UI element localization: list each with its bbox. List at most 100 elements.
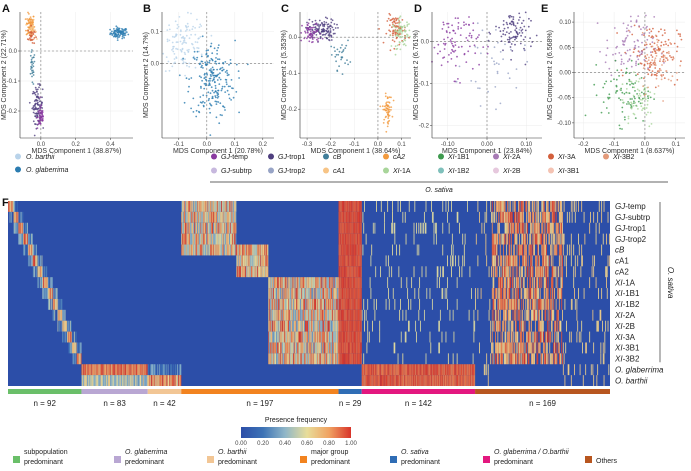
point-XI-2A <box>596 22 599 24</box>
heatmap-cell <box>210 222 212 234</box>
heatmap-cell <box>331 342 333 354</box>
heatmap-cell <box>220 233 222 245</box>
heatmap-cell <box>43 277 44 289</box>
legend-label: O. barthii <box>26 154 55 161</box>
heatmap-cell <box>332 298 333 310</box>
heatmap-cell <box>319 288 321 299</box>
point-glaberrima <box>200 66 203 69</box>
heatmap-cell <box>250 255 252 267</box>
point-GJ-trop1 <box>28 101 31 104</box>
point-GJ-temp <box>313 30 316 33</box>
x-axis-title: MDS Component 1 (23.84%) <box>442 148 532 155</box>
heatmap-cell <box>508 331 510 343</box>
heatmap-cell <box>475 288 476 299</box>
point-glaberrima <box>201 35 204 38</box>
heatmap-cell <box>117 364 119 376</box>
heatmap-cell <box>522 320 524 332</box>
heatmap-cell <box>51 288 52 299</box>
heatmap-cell <box>345 331 347 343</box>
point-XI-1A <box>637 95 640 97</box>
heatmap-cell <box>499 201 501 212</box>
point-XI-1B1 <box>634 90 636 92</box>
heatmap-cell <box>354 331 356 343</box>
point-glaberrima <box>214 87 217 90</box>
point-XI-3A <box>395 19 398 22</box>
heatmap-cell <box>282 298 284 310</box>
point-glaberrima <box>217 44 220 46</box>
heatmap-cell <box>524 255 526 267</box>
point-GJ-temp <box>478 34 480 36</box>
heatmap-cell <box>359 255 361 267</box>
heatmap-cell <box>360 233 362 245</box>
heatmap-cell <box>46 288 48 299</box>
y-tick-label: 0.0 <box>289 35 298 41</box>
legend-swatch <box>15 166 21 173</box>
heatmap-cell <box>418 364 420 376</box>
heatmap-cell <box>98 364 100 376</box>
heatmap-cell <box>414 201 416 212</box>
heatmap-cell <box>489 298 491 310</box>
heatmap-cell <box>213 233 215 245</box>
point-XI-3A <box>394 22 397 25</box>
y-tick-label: -0.10 <box>557 121 571 127</box>
heatmap-cell <box>347 309 349 321</box>
point-glaberrima <box>123 36 125 39</box>
point-XI-3A <box>643 64 646 67</box>
heatmap-cell <box>303 320 305 332</box>
heatmap-cell <box>210 211 211 223</box>
point-GJ-trop1 <box>36 114 38 117</box>
heatmap-cell <box>419 375 421 386</box>
heatmap-cell <box>112 364 114 376</box>
heatmap-cell <box>225 211 227 223</box>
heatmap-cell <box>247 244 249 256</box>
point-GJ-temp <box>465 61 468 63</box>
heatmap-cell <box>299 298 301 310</box>
heatmap-cell <box>51 298 53 310</box>
heatmap-cell <box>346 288 348 299</box>
heatmap-cell <box>104 364 106 376</box>
heatmap-cell <box>297 331 298 343</box>
heatmap-cell <box>220 222 222 234</box>
point-glaberrima <box>210 57 213 60</box>
heatmap-cell <box>347 277 349 289</box>
point-XI-3B2 <box>679 64 682 67</box>
heatmap-cell <box>421 222 423 234</box>
heatmap-cell <box>231 201 233 212</box>
point-XI-1A <box>392 24 395 27</box>
point-XI-3A <box>651 70 654 72</box>
heatmap-cell <box>333 353 335 365</box>
point-XI-1B1 <box>602 86 605 89</box>
heatmap-cell <box>321 353 323 365</box>
point-XI-3A <box>654 86 657 89</box>
point-XI-2A <box>620 54 623 57</box>
heatmap-cell <box>491 255 493 267</box>
point-GJ-trop2 <box>479 105 482 107</box>
heatmap-cell <box>316 342 318 354</box>
heatmap-cell <box>41 266 43 278</box>
x-tick-label: -0.1 <box>349 142 360 148</box>
heatmap-cell <box>326 277 328 289</box>
heatmap-cell <box>339 233 341 245</box>
heatmap-cell <box>425 375 427 386</box>
heatmap-cell <box>150 364 152 376</box>
heatmap-cell <box>442 222 444 234</box>
point-GJ-temp <box>454 17 457 19</box>
heatmap-cell <box>462 375 464 386</box>
heatmap-cell <box>397 364 399 376</box>
point-cB <box>345 44 348 47</box>
heatmap-cell <box>317 309 319 321</box>
legend-swatch <box>323 167 329 174</box>
heatmap-cell <box>358 342 360 354</box>
heatmap-cell <box>498 298 500 310</box>
heatmap-cell <box>263 255 265 267</box>
heatmap-cell <box>301 298 302 310</box>
point-GJ-trop2 <box>493 63 496 66</box>
heatmap-cell <box>196 222 198 234</box>
point-GJ-trop1 <box>512 22 515 25</box>
heatmap-cell <box>522 298 524 310</box>
point-XI-1B1 <box>603 82 606 85</box>
heatmap-cell <box>498 222 500 234</box>
point-XI-1B1 <box>584 114 587 117</box>
point-barthii <box>162 52 165 55</box>
heatmap-cell <box>134 375 136 386</box>
